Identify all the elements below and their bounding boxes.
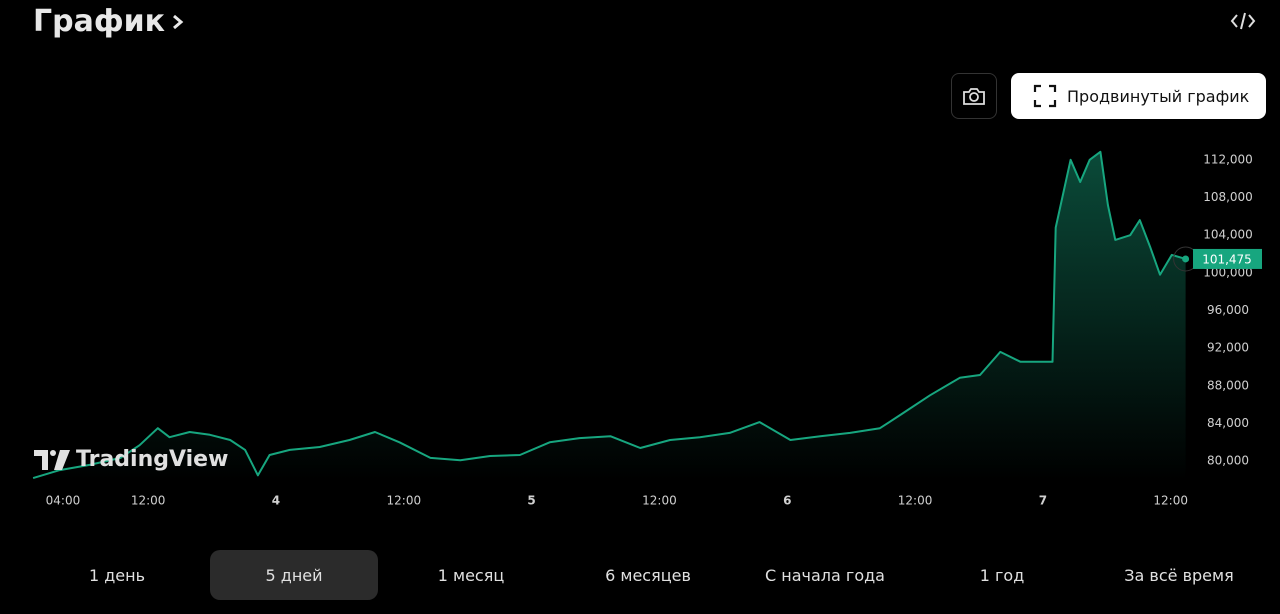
advanced-chart-label[interactable]: Продвинутый график xyxy=(1067,86,1250,106)
period-button[interactable]: 5 дней xyxy=(210,550,378,600)
period-button[interactable]: 1 день xyxy=(88,565,146,585)
x-tick-label: 4 xyxy=(272,494,280,508)
fullscreen-icon xyxy=(1033,84,1057,108)
y-tick-label: 84,000 xyxy=(1207,416,1249,430)
x-tick-label: 04:00 xyxy=(46,494,81,508)
line xyxy=(32,150,1186,480)
x-tick-label: 12:00 xyxy=(1153,494,1188,508)
tradingview-logo[interactable]: TradingView xyxy=(34,447,228,472)
area xyxy=(33,151,1186,481)
header-title[interactable]: График xyxy=(33,4,165,39)
y-tick-label: 88,000 xyxy=(1207,378,1249,392)
y-tick-label: 80,000 xyxy=(1207,454,1249,468)
tv-mark xyxy=(34,449,70,470)
chevron-icon xyxy=(173,14,184,29)
x-tick-label: 12:00 xyxy=(131,494,166,508)
brand-name[interactable]: TradingView xyxy=(76,447,229,472)
period-button[interactable]: С начала года xyxy=(765,565,885,585)
y-tick-label: 92,000 xyxy=(1207,341,1249,355)
x-tick-label: 5 xyxy=(527,494,535,508)
period-button[interactable]: 6 месяцев xyxy=(605,565,691,585)
x-tick-label: 6 xyxy=(783,494,791,508)
period-selector: 1 день 5 дней 1 месяц 6 месяцев С начала год… xyxy=(33,550,1263,600)
y-tick-label: 96,000 xyxy=(1207,303,1249,317)
y-tick-label: 108,000 xyxy=(1203,190,1253,204)
y-tick-label: 112,000 xyxy=(1203,152,1253,166)
x-tick-label: 12:00 xyxy=(642,494,677,508)
last-value-badge xyxy=(1193,248,1262,269)
advanced-chart-button[interactable]: Продвинутый график xyxy=(1011,73,1266,119)
y-tick-label: 104,000 xyxy=(1203,228,1253,242)
header[interactable]: График xyxy=(33,4,185,39)
x-tick-label: 7 xyxy=(1039,494,1047,508)
chart: 80,00084,00088,00092,00096,000100,000104… xyxy=(32,150,1262,508)
period-button[interactable]: 1 месяц xyxy=(437,565,505,585)
x-tick-label: 12:00 xyxy=(898,494,933,508)
x-tick-label: 12:00 xyxy=(387,494,422,508)
last-value-label: 101,475 xyxy=(1202,252,1252,266)
camera-icon xyxy=(963,88,985,105)
period-button[interactable]: За всё время xyxy=(1124,565,1234,585)
period-button[interactable]: 1 год xyxy=(979,565,1025,585)
screenshot-button[interactable] xyxy=(951,73,997,119)
embed-icon[interactable] xyxy=(1230,10,1256,32)
last-point xyxy=(1182,255,1190,263)
